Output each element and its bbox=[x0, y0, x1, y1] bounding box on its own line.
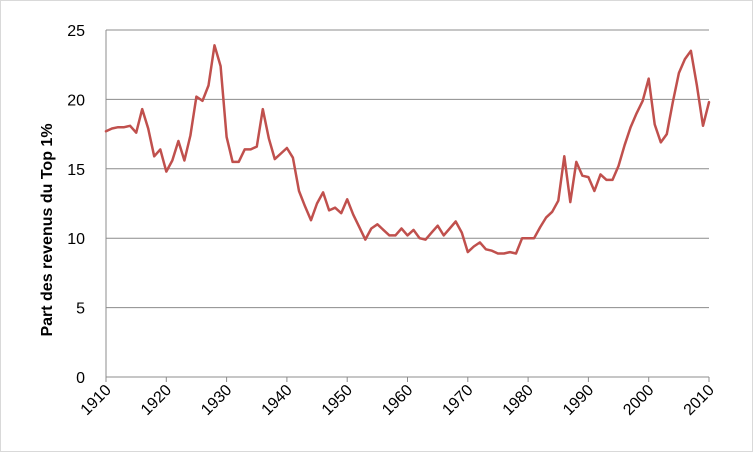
y-tick-label: 25 bbox=[67, 23, 85, 40]
series-layer bbox=[104, 44, 711, 255]
x-tick-label: 1980 bbox=[500, 382, 537, 419]
axes bbox=[105, 30, 710, 382]
y-tick-label: 20 bbox=[67, 92, 85, 109]
x-tick-label: 2010 bbox=[681, 382, 718, 419]
x-tick-label: 2000 bbox=[620, 382, 657, 419]
y-tick-label: 10 bbox=[67, 231, 85, 248]
x-tick-label: 1950 bbox=[319, 382, 356, 419]
y-tick-label: 15 bbox=[67, 162, 85, 179]
x-tick-label: 1970 bbox=[439, 382, 476, 419]
series-line-0 bbox=[104, 44, 711, 255]
y-axis-title: Part des revenus du Top 1% bbox=[39, 123, 56, 336]
y-tick-label: 5 bbox=[76, 301, 85, 318]
x-tick-label: 1920 bbox=[138, 382, 175, 419]
gridlines bbox=[106, 29, 709, 309]
y-tick-label: 0 bbox=[76, 370, 85, 387]
x-tick-label: 1910 bbox=[78, 382, 115, 419]
x-tick-label: 1990 bbox=[560, 382, 597, 419]
tick-labels: 0 5 10 15 20 25 1910 1920 1930 1940 1950 1960 1970 19… bbox=[67, 23, 718, 419]
x-tick-label: 1930 bbox=[198, 382, 235, 419]
x-tick-label: 1940 bbox=[259, 382, 296, 419]
x-tick-label: 1960 bbox=[379, 382, 416, 419]
